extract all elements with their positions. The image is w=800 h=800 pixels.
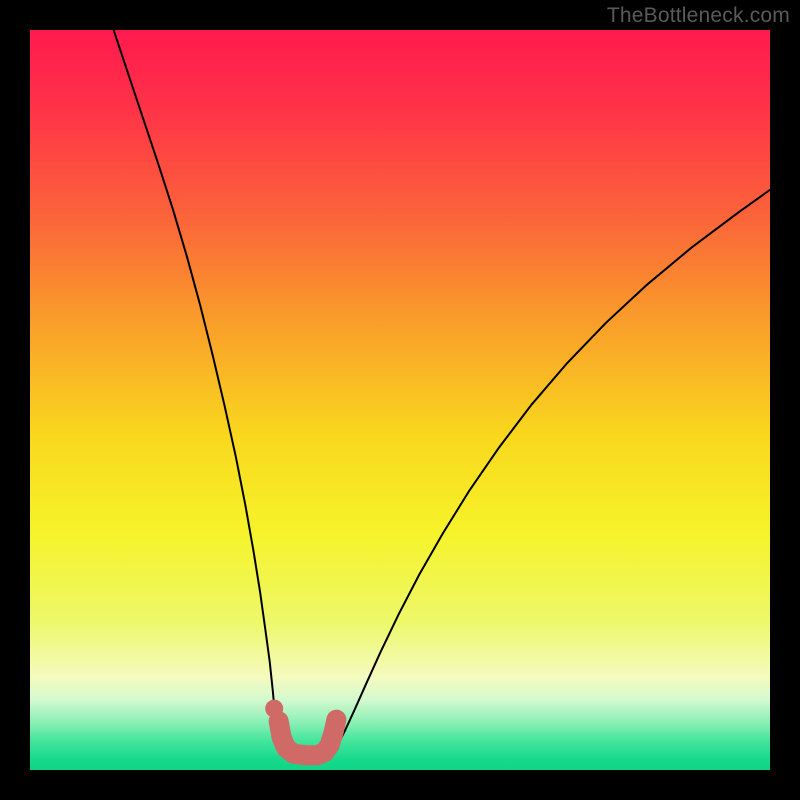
watermark-text: TheBottleneck.com — [607, 4, 790, 28]
minimum-marker-dot — [265, 700, 283, 718]
figure-container: TheBottleneck.com — [0, 0, 800, 800]
plot-area-background — [30, 30, 770, 770]
bottleneck-chart — [0, 0, 800, 800]
